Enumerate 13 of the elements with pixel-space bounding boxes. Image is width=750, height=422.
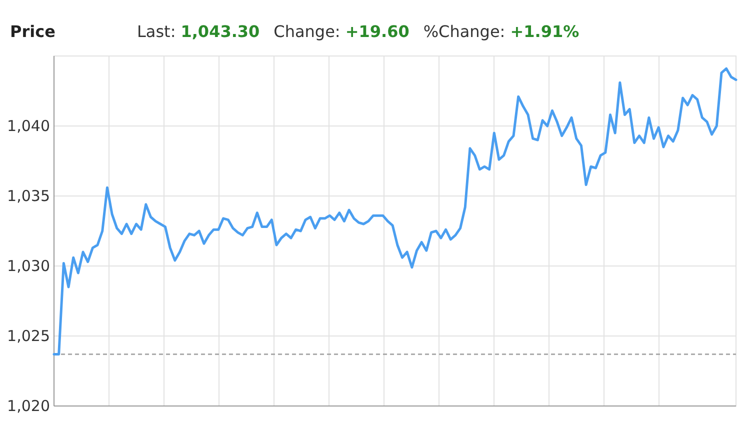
- text: +1.91%: [510, 22, 580, 41]
- text: %Change:: [423, 22, 506, 41]
- line-series: [52, 67, 738, 356]
- y-tick-label: 1,025: [7, 326, 50, 345]
- y-tick-label: 1,040: [7, 116, 50, 135]
- y-tick-label: 1,030: [7, 256, 50, 275]
- y-tick-label: 1,035: [7, 186, 50, 205]
- chart-title: Price: [10, 22, 56, 41]
- y-tick-label: 1,020: [7, 396, 50, 415]
- text: +19.60: [345, 22, 410, 41]
- text: 1,043.30: [180, 22, 260, 41]
- text: Change:: [274, 22, 340, 41]
- text: Last:: [137, 22, 176, 41]
